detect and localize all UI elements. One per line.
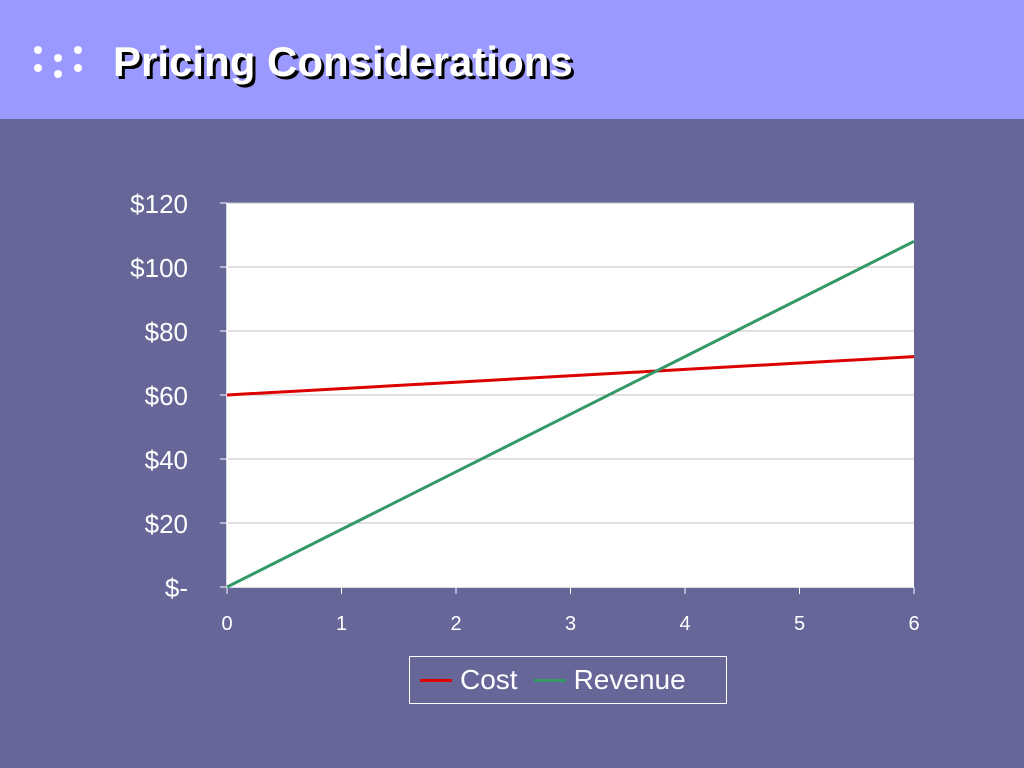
legend-item-revenue: Revenue — [533, 664, 686, 696]
x-tick-label: 1 — [336, 613, 347, 635]
legend-swatch-cost — [420, 678, 452, 682]
legend-item-cost: Cost — [420, 664, 518, 696]
y-tick-label: $20 — [145, 509, 188, 539]
legend-swatch-revenue — [533, 678, 566, 682]
legend-label-cost: Cost — [460, 664, 518, 695]
legend-label-revenue: Revenue — [573, 664, 686, 695]
x-tick-label: 4 — [679, 613, 690, 635]
x-tick-label: 0 — [221, 613, 232, 635]
y-tick-label: $40 — [145, 445, 188, 475]
slide-title: Pricing Considerations — [113, 38, 573, 85]
slide-header: Pricing Considerations — [0, 0, 1024, 119]
chart-legend: Cost Revenue — [409, 656, 727, 704]
y-tick-label: $- — [165, 573, 188, 603]
x-tick-label: 6 — [908, 613, 919, 635]
y-tick-label: $60 — [145, 381, 188, 411]
series-line-cost — [226, 355, 915, 397]
y-tick-label: $120 — [130, 189, 188, 219]
series-line-revenue — [226, 240, 915, 589]
dots-bullet-icon — [30, 44, 90, 80]
y-tick-label: $80 — [145, 317, 188, 347]
x-tick-label: 3 — [565, 613, 576, 635]
y-tick-label: $100 — [130, 253, 188, 283]
x-tick-label: 2 — [450, 613, 461, 635]
x-tick-label: 5 — [794, 613, 805, 635]
